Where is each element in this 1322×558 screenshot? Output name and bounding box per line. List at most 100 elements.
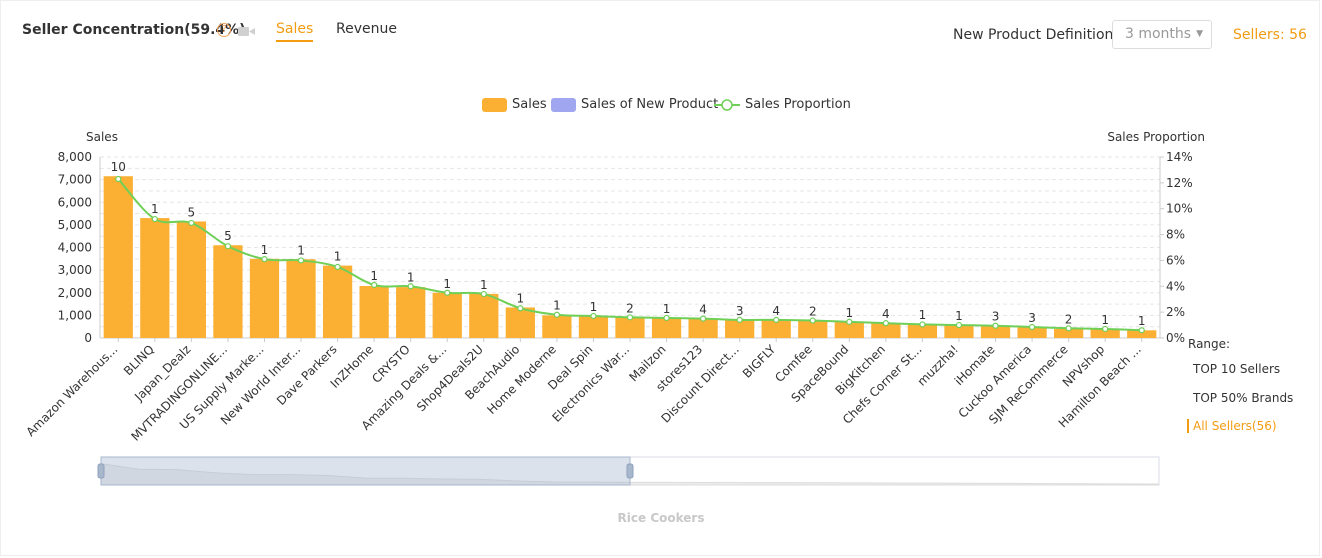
proportion-point	[188, 219, 195, 227]
proportion-point	[151, 215, 158, 223]
proportion-point	[590, 312, 597, 320]
bar	[542, 315, 572, 338]
proportion-point	[809, 317, 816, 324]
y2-tick-label: 4%	[1166, 279, 1185, 293]
bar	[359, 285, 389, 338]
bar-data-label: 1	[553, 299, 561, 313]
zoom-handle[interactable]	[626, 463, 634, 479]
bar-data-label: 10	[111, 160, 126, 174]
video-icon[interactable]	[238, 27, 255, 36]
y2-tick-label: 0%	[1166, 331, 1185, 345]
proportion-point	[992, 322, 999, 329]
proportion-point	[1028, 323, 1036, 331]
bar-data-label: 3	[992, 309, 1000, 323]
proportion-point	[261, 256, 268, 263]
zoom-preview-area	[100, 463, 1160, 486]
range-top10-sellers[interactable]: TOP 10 Sellers	[1193, 362, 1281, 376]
bar-data-label: 1	[590, 300, 598, 314]
proportion-point	[846, 318, 853, 325]
bar	[213, 245, 243, 338]
bar-data-label: 1	[334, 250, 342, 264]
bar-data-label: 1	[297, 243, 305, 257]
bar-data-label: 1	[663, 302, 671, 316]
bar	[249, 258, 280, 338]
bar-data-label: 1	[480, 278, 488, 292]
bar	[798, 321, 828, 338]
bar-data-label: 1	[443, 277, 451, 291]
legend-sales-label[interactable]: Sales	[512, 97, 547, 112]
proportion-point	[919, 321, 926, 328]
proportion-point	[736, 316, 743, 323]
bar-data-label: 3	[736, 304, 744, 318]
y-tick-label: 1,000	[58, 308, 92, 322]
zoom-handle[interactable]	[97, 463, 105, 479]
bar-data-label: 1	[1138, 314, 1146, 328]
bar-data-label: 1	[151, 202, 159, 216]
bar	[1127, 330, 1157, 338]
y-tick-label: 2,000	[58, 286, 92, 300]
proportion-point	[553, 311, 560, 318]
sellers-count: Sellers: 56	[1233, 27, 1307, 43]
y-tick-label: 7,000	[58, 173, 92, 187]
y2-tick-label: 10%	[1166, 202, 1193, 216]
y-tick-label: 5,000	[58, 218, 92, 232]
bar	[907, 323, 938, 338]
x-tick-label: Shop4Deals2U	[414, 342, 486, 414]
y2-tick-label: 6%	[1166, 253, 1185, 267]
bar	[871, 323, 901, 338]
bar	[1054, 328, 1084, 338]
bar	[834, 322, 864, 338]
proportion-point	[700, 315, 707, 322]
zoom-selection	[100, 456, 631, 486]
proportion-point	[773, 316, 780, 323]
y2-tick-label: 14%	[1166, 150, 1193, 164]
y-tick-label: 6,000	[58, 195, 92, 209]
y2-axis-title: Sales Proportion	[1107, 130, 1205, 144]
bar-data-label: 2	[1065, 312, 1073, 326]
legend-new-product-label[interactable]: Sales of New Product	[581, 97, 719, 112]
bar	[176, 221, 206, 338]
legend-new-product-swatch[interactable]	[551, 98, 576, 112]
legend-sales-swatch[interactable]	[482, 98, 507, 112]
range-all-sellers[interactable]: All Sellers(56)	[1187, 419, 1277, 433]
range-top50-brands[interactable]: TOP 50% Brands	[1193, 391, 1294, 405]
y-tick-label: 3,000	[58, 263, 92, 277]
tab-revenue[interactable]: Revenue	[336, 21, 397, 37]
bar-data-label: 1	[407, 270, 415, 284]
legend-proportion-swatch[interactable]	[714, 98, 740, 112]
range-label: Range:	[1188, 337, 1231, 351]
bar-data-label: 1	[919, 308, 927, 322]
bar	[1090, 329, 1120, 338]
bar	[688, 318, 718, 338]
proportion-point	[371, 281, 378, 289]
bar	[432, 292, 462, 338]
proportion-point	[1138, 327, 1145, 334]
bar-data-label: 1	[845, 306, 853, 320]
tab-sales[interactable]: Sales	[276, 21, 314, 42]
bar-data-label: 4	[699, 303, 707, 317]
new-product-definition-label: New Product Definition	[953, 27, 1114, 43]
proportion-point	[224, 243, 232, 250]
bar-data-label: 5	[188, 205, 196, 219]
y-tick-label: 8,000	[58, 150, 92, 164]
bar-data-label: 4	[882, 307, 890, 321]
legend-proportion-label[interactable]: Sales Proportion	[745, 97, 851, 112]
proportion-point	[297, 257, 305, 264]
bar-data-label: 1	[517, 291, 525, 305]
bar-data-label: 3	[1028, 311, 1036, 325]
x-tick-label: Amazon Warehous...	[23, 342, 120, 439]
proportion-point	[407, 283, 414, 290]
bar	[578, 316, 609, 338]
y-axis-title: Sales	[86, 130, 118, 144]
bar-data-label: 2	[809, 305, 817, 319]
bar	[505, 307, 535, 338]
y2-tick-label: 8%	[1166, 228, 1185, 242]
bar	[140, 218, 170, 338]
help-icon[interactable]: ?	[217, 23, 231, 37]
proportion-point	[334, 263, 341, 270]
proportion-point	[480, 290, 487, 298]
y2-tick-label: 2%	[1166, 305, 1185, 319]
proportion-point	[663, 314, 670, 322]
new-product-definition-select[interactable]: 3 months ▼	[1112, 20, 1212, 49]
